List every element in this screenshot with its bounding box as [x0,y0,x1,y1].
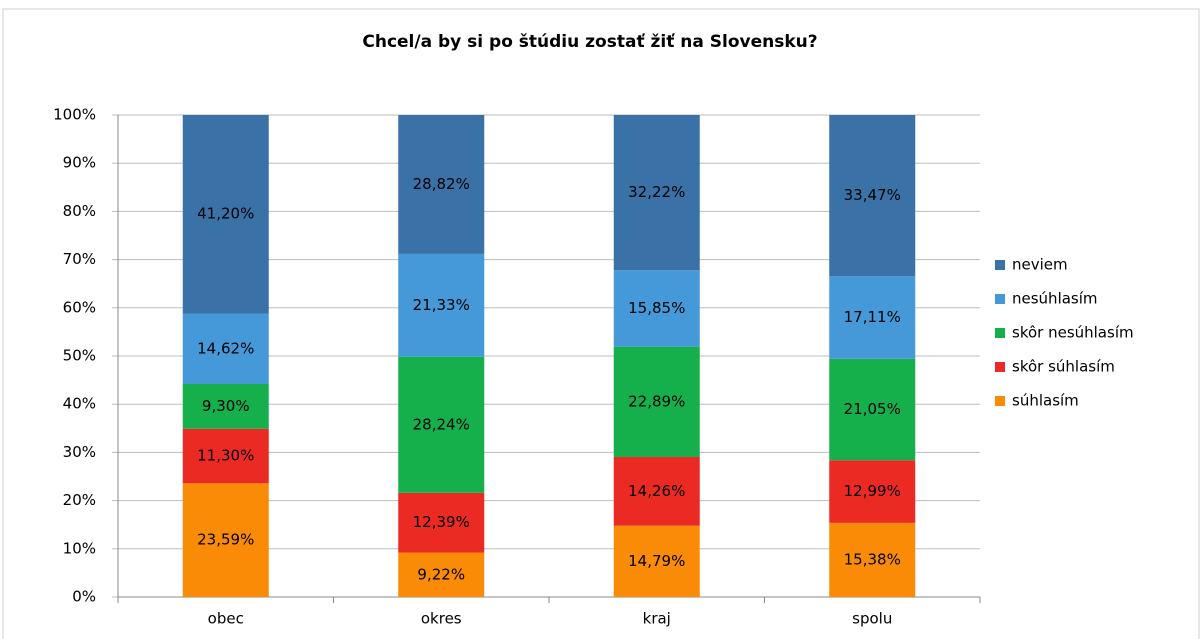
data-label: 14,79% [628,552,685,570]
data-label: 41,20% [197,205,254,223]
data-label: 17,11% [844,308,901,326]
legend-label: neviem [1012,256,1068,274]
y-tick-label: 100% [53,106,96,124]
data-label: 15,38% [844,550,901,568]
bar-segment [829,522,916,597]
data-label: 9,30% [202,397,250,415]
bar-segment [829,460,916,523]
bar-segment [613,270,700,347]
data-label: 14,62% [197,339,254,357]
y-tick-label: 70% [63,250,96,268]
bar-segment [829,115,916,277]
legend-label: skôr súhlasím [1012,358,1115,376]
data-label: 15,85% [628,299,685,317]
bar-segment [182,313,269,385]
data-label: 32,22% [628,183,685,201]
legend-label: skôr nesúhlasím [1012,324,1134,342]
data-label: 33,47% [844,186,901,204]
y-tick-label: 0% [72,588,96,606]
bar-segment [613,346,700,457]
bar-segment [398,552,485,597]
legend-label: nesúhlasím [1012,290,1098,308]
bar-segment [829,276,916,359]
data-label: 11,30% [197,447,254,465]
y-tick-label: 10% [63,539,96,557]
x-tick-label: okres [421,610,462,628]
data-label: 12,39% [413,513,470,531]
bar-segment [182,428,269,484]
y-tick-label: 80% [63,202,96,220]
y-tick-label: 40% [63,395,96,413]
y-tick-label: 90% [63,154,96,172]
y-tick-label: 30% [63,443,96,461]
bar-segment [398,253,485,357]
x-tick-label: obec [208,610,244,628]
data-label: 14,26% [628,482,685,500]
data-label: 21,05% [844,400,901,418]
legend-swatch [995,328,1005,338]
x-tick-label: spolu [852,610,892,628]
data-label: 9,22% [417,565,465,583]
legend-swatch [995,260,1005,270]
data-label: 28,82% [413,175,470,193]
legend-swatch [995,396,1005,406]
bar-segment [182,384,269,429]
legend-label: súhlasím [1012,392,1079,410]
data-label: 23,59% [197,531,254,549]
bar-segment [398,115,485,254]
data-label: 12,99% [844,482,901,500]
y-tick-label: 60% [63,298,96,316]
bar-segment [398,492,485,553]
bar-segment [182,114,269,314]
y-tick-label: 20% [63,491,96,509]
data-label: 28,24% [413,415,470,433]
data-label: 21,33% [413,296,470,314]
bar-segment [613,525,700,597]
bar-segment [613,114,700,271]
bar-segment [613,456,700,526]
legend-swatch [995,362,1005,372]
chart-title: Chcel/a by si po štúdiu zostať žiť na Sl… [362,32,817,52]
legend-swatch [995,294,1005,304]
bar-segment [829,358,916,461]
x-tick-label: kraj [643,610,671,628]
data-label: 22,89% [628,392,685,410]
y-tick-label: 50% [63,347,96,365]
bar-segment [182,483,269,597]
bar-segment [398,356,485,493]
